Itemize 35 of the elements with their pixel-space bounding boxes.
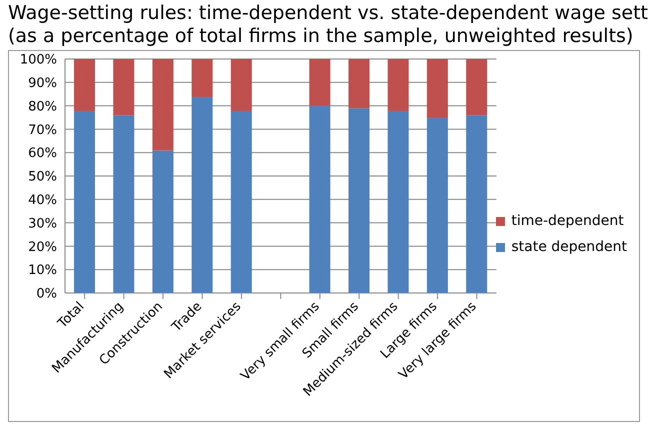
bar [348,108,370,293]
y-tick-label: 60% [28,146,57,162]
bar [466,59,488,116]
bar [192,59,213,96]
bar [388,110,409,293]
bar [74,110,95,293]
bar [426,118,448,293]
legend-label: time-dependent [511,213,624,229]
y-tick-label: 100% [20,52,57,68]
y-tick-label: 50% [28,170,57,185]
bar [113,115,134,293]
bar [74,59,95,110]
y-tick-label: 10% [28,263,57,278]
bar [113,59,134,116]
bar [309,59,330,106]
bar [230,59,252,110]
bar [388,59,409,110]
chart-title: Wage-setting rules: time-dependent vs. state-dependent wage sett [8,2,649,25]
legend-label: state dependent [511,239,627,255]
bar [230,110,252,293]
bar [152,59,174,150]
bar [348,59,370,108]
y-tick-label: 30% [28,216,57,232]
bar [426,59,448,118]
y-tick-label: 90% [28,76,57,92]
y-tick-label: 40% [28,193,57,208]
y-tick-label: 20% [28,240,57,255]
bar [192,96,213,293]
chart-subtitle: (as a percentage of total firms in the sample, unweighted results) [8,25,634,48]
y-tick-label: 80% [28,99,57,114]
y-tick-label: 0% [36,286,57,302]
bar [466,115,488,293]
bar [152,150,174,293]
y-tick-label: 70% [28,122,57,138]
bar [309,106,330,293]
